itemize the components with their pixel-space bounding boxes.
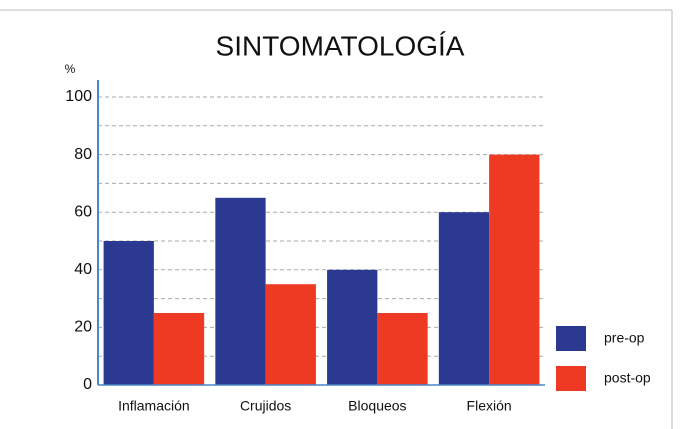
y-axis-label: % (65, 62, 76, 76)
y-tick-label: 100 (65, 88, 92, 105)
y-tick-label: 20 (74, 319, 92, 336)
bar (265, 284, 316, 385)
legend-swatch (556, 366, 586, 391)
y-tick-label: 80 (74, 146, 92, 163)
x-tick-label: Crujidos (240, 398, 291, 414)
bar (377, 313, 428, 385)
bar (103, 241, 154, 385)
bar (489, 154, 540, 385)
bar (215, 197, 266, 385)
x-tick-label: Flexión (467, 398, 512, 414)
y-tick-label: 60 (74, 203, 92, 220)
chart-title: SINTOMATOLOGÍA (216, 30, 465, 61)
x-tick-label: Bloqueos (348, 398, 406, 414)
bar (153, 313, 205, 385)
legend-label: post-op (604, 370, 651, 386)
bar (327, 269, 378, 385)
y-tick-label: 40 (74, 261, 92, 278)
x-tick-label: Inflamación (118, 398, 190, 414)
y-tick-label: 0 (83, 376, 92, 393)
bar (438, 212, 490, 385)
legend-swatch (556, 326, 586, 351)
legend-label: pre-op (604, 330, 645, 346)
